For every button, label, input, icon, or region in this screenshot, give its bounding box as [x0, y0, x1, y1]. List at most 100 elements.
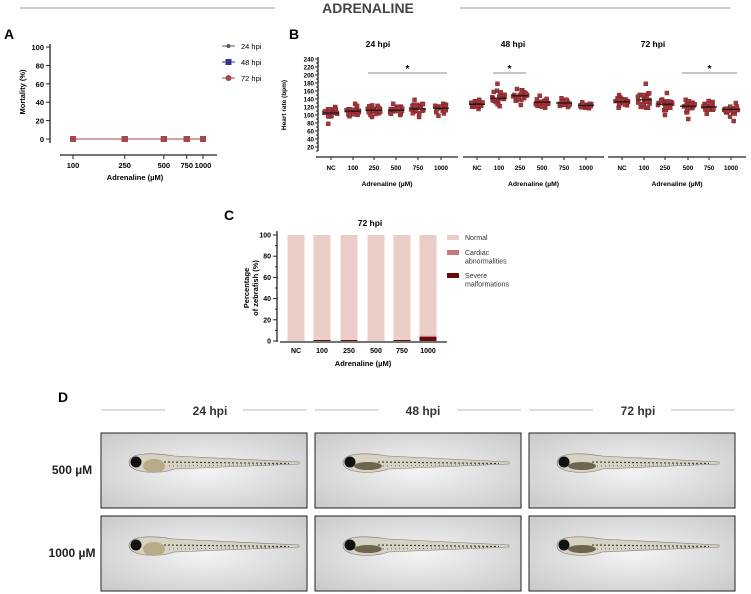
data-point	[645, 105, 651, 110]
data-point	[646, 90, 652, 96]
bar-segment	[313, 235, 331, 340]
zebrafish-yolk	[354, 545, 382, 553]
zebrafish-image	[314, 432, 522, 509]
data-point	[663, 105, 668, 110]
x-axis-label: Adrenaline (µM)	[335, 359, 392, 368]
data-point	[200, 136, 206, 142]
legend-label: abnormalities	[465, 259, 507, 266]
panel-a-chart: 0 20 40 60 80 100 100 250 500 750 1000 Adrenaline (…	[18, 42, 262, 182]
x-tick-label: 1000	[724, 165, 739, 172]
y-tick-label: 100	[31, 43, 44, 52]
zebrafish-body	[128, 453, 300, 473]
data-point	[539, 104, 545, 109]
image-frame	[100, 432, 308, 509]
data-point	[160, 136, 167, 142]
y-tick-label: 240	[304, 56, 315, 63]
data-point	[70, 136, 76, 142]
heart-rate-panel-72-hpi: 72 hpi NC 100 250 500 750 1000 Adrenaline (µM) *	[608, 39, 746, 188]
zebrafish-pigment	[163, 544, 290, 548]
x-tick-label: 500	[537, 165, 548, 172]
data-point	[664, 90, 670, 96]
legend-label: 48 hpi	[241, 58, 262, 67]
zebrafish-yolk	[143, 459, 165, 473]
y-tick-label: 60	[263, 275, 271, 282]
x-tick-label: 100	[316, 348, 328, 355]
data-point	[333, 106, 338, 112]
legend-marker	[225, 59, 232, 65]
image-frame	[314, 432, 522, 509]
data-point	[121, 136, 128, 142]
data-point	[388, 111, 394, 117]
zebrafish-pigment	[377, 544, 500, 548]
y-axis-label: Heart rate (bpm)	[281, 80, 288, 130]
row-label: 1000 µM	[49, 546, 96, 560]
legend-label: 72 hpi	[241, 74, 262, 83]
bar-segment	[419, 335, 437, 337]
zebrafish-pigment	[163, 461, 290, 465]
zebrafish-pigment	[591, 461, 710, 465]
bar-segment	[287, 235, 305, 341]
significance-star: *	[406, 64, 410, 75]
data-point	[354, 103, 360, 109]
data-point	[416, 114, 422, 120]
y-tick-label: 0	[267, 339, 271, 346]
y-tick-label: 20	[36, 117, 44, 126]
panel-title: 48 hpi	[501, 39, 526, 49]
heart-rate-panel-48-hpi: 48 hpi NC 100 250 500 750 1000 Adrenaline (µM) *	[463, 39, 604, 188]
data-point	[640, 102, 645, 107]
row-label: 500 µM	[52, 463, 92, 477]
panel-label-c: C	[224, 207, 234, 223]
data-point	[514, 86, 520, 92]
data-point	[519, 89, 524, 95]
x-axis-label: Adrenaline (µM)	[107, 173, 164, 182]
significance-star: *	[508, 64, 512, 75]
x-tick-label: 500	[158, 161, 171, 170]
data-point	[732, 108, 737, 113]
data-point	[516, 96, 521, 101]
panel-title: 24 hpi	[366, 39, 391, 49]
data-point	[183, 136, 190, 142]
data-point	[498, 90, 503, 95]
legend-swatch	[447, 235, 459, 240]
data-point	[705, 107, 711, 112]
zebrafish-image	[528, 432, 736, 509]
x-tick-label: NC	[617, 165, 627, 172]
image-frame	[100, 515, 308, 592]
column-header: 24 hpi	[193, 404, 228, 418]
data-point	[410, 111, 416, 116]
data-point	[567, 103, 572, 108]
x-tick-label: 100	[348, 165, 359, 172]
x-axis-label: Adrenaline (µM)	[508, 181, 559, 188]
zebrafish-body	[556, 453, 720, 473]
data-point	[641, 92, 647, 98]
zebrafish-eye	[558, 539, 570, 551]
data-point	[523, 91, 529, 96]
data-point	[731, 118, 736, 124]
data-point	[546, 100, 551, 106]
panel-label-d: D	[58, 389, 68, 405]
data-point	[636, 100, 641, 105]
x-tick-label: 100	[67, 161, 80, 170]
bar-segment	[419, 235, 437, 336]
zebrafish-body	[128, 536, 300, 556]
zebrafish-image	[314, 515, 522, 592]
data-point	[613, 98, 618, 104]
y-tick-label: 40	[307, 136, 314, 143]
bar-segment	[367, 235, 385, 341]
panel-title: 72 hpi	[641, 39, 666, 49]
legend-swatch	[447, 250, 459, 255]
x-tick-label: 500	[683, 165, 694, 172]
data-point	[537, 93, 542, 99]
data-point	[727, 114, 733, 119]
zebrafish-yolk	[568, 462, 596, 470]
image-frame	[314, 515, 522, 592]
legend-label: Normal	[465, 235, 488, 242]
zebrafish-image	[100, 515, 308, 592]
x-tick-label: 250	[369, 165, 380, 172]
x-tick-label: NC	[291, 348, 301, 355]
data-point	[420, 101, 426, 107]
data-point	[388, 106, 394, 112]
x-tick-label: 1000	[434, 165, 449, 172]
x-tick-label: 750	[413, 165, 424, 172]
